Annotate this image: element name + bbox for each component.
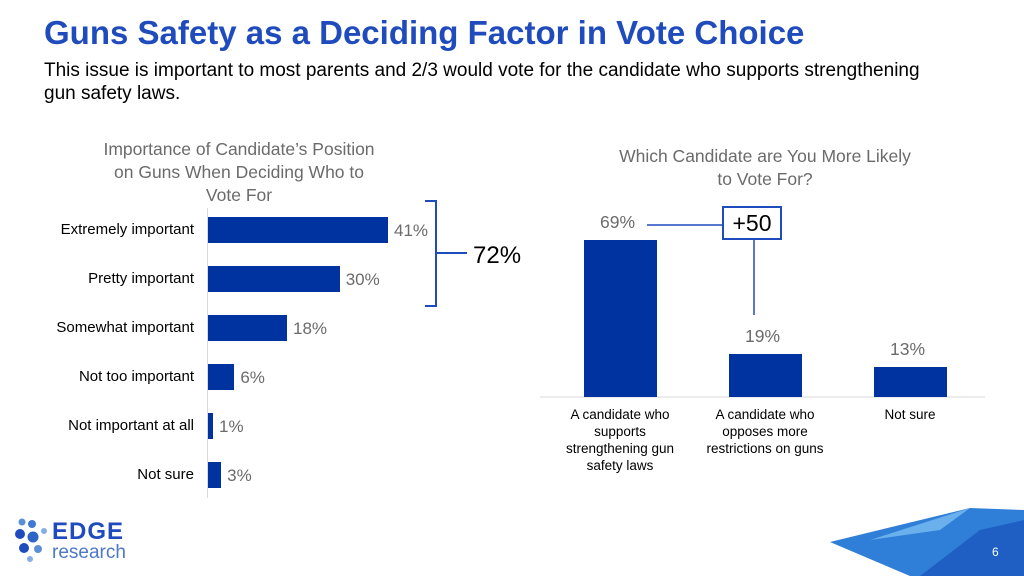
category-label: A candidate who supports strengthening gun… [555, 406, 685, 474]
category-label-line: Not sure [884, 407, 936, 422]
category-label-line: strengthening gun [565, 441, 675, 456]
logo-text-research: research [52, 542, 126, 563]
category-label-line: opposes more [722, 424, 808, 439]
category-label: Somewhat important [56, 319, 194, 336]
category-label: Pretty important [88, 270, 194, 287]
category-label-line: safety laws [586, 458, 654, 473]
vote-bar [728, 353, 802, 397]
right-chart-baseline [540, 396, 985, 398]
value-label: 18% [293, 319, 328, 338]
importance-bar [208, 462, 222, 488]
value-label: 1% [219, 417, 244, 436]
corner-decoration [830, 508, 1024, 576]
left-chart-axis [207, 208, 208, 498]
category-label-line: A candidate who [715, 407, 815, 422]
category-label: Extremely important [60, 221, 194, 238]
important-bracket [425, 200, 437, 307]
importance-bar [208, 364, 235, 390]
category-label: Not sure [137, 466, 194, 483]
importance-bar [208, 217, 388, 243]
right-chart-title: Which Candidate are You More Likely to V… [590, 145, 940, 191]
logo-text-edge: EDGE [52, 518, 125, 545]
slide-title: Guns Safety as a Deciding Factor in Vote… [44, 14, 805, 51]
value-label: 30% [345, 270, 380, 289]
important-total: 72% [473, 242, 522, 269]
right-chart-title-line: to Vote For? [717, 169, 813, 189]
left-chart-title-line: on Guns When Deciding Who to [114, 162, 364, 182]
importance-bar [208, 266, 340, 292]
importance-bar [208, 413, 213, 439]
edge-research-logo-icon [15, 518, 47, 562]
category-label: A candidate who opposes more restrictions … [700, 406, 830, 457]
category-label-line: supports [594, 424, 646, 439]
vote-bar [873, 367, 947, 397]
left-chart-title: Importance of Candidate’s Position on Gu… [64, 138, 414, 207]
right-chart-title-line: Which Candidate are You More Likely [619, 146, 911, 166]
slide-subtitle: This issue is important to most parents … [44, 60, 920, 104]
category-label: Not sure [845, 406, 975, 423]
value-label: 6% [240, 368, 265, 387]
category-label: Not too important [78, 368, 194, 385]
difference-connector [647, 224, 755, 315]
category-label-line: A candidate who [570, 407, 670, 422]
value-label: 19% [745, 325, 781, 346]
difference-label: +50 [722, 206, 782, 240]
vote-bar [583, 240, 657, 397]
value-label: 69% [600, 212, 636, 232]
left-chart-title-line: Importance of Candidate’s Position [103, 139, 375, 159]
value-label: 13% [890, 339, 926, 360]
bracket-connector [437, 252, 467, 254]
category-label: Not important at all [68, 417, 194, 434]
page-number: 6 [992, 545, 999, 559]
value-label: 3% [227, 466, 252, 485]
value-label: 41% [394, 221, 429, 240]
importance-bar [208, 315, 288, 341]
category-label-line: restrictions on guns [706, 441, 824, 456]
left-chart-title-line: Vote For [205, 185, 273, 205]
